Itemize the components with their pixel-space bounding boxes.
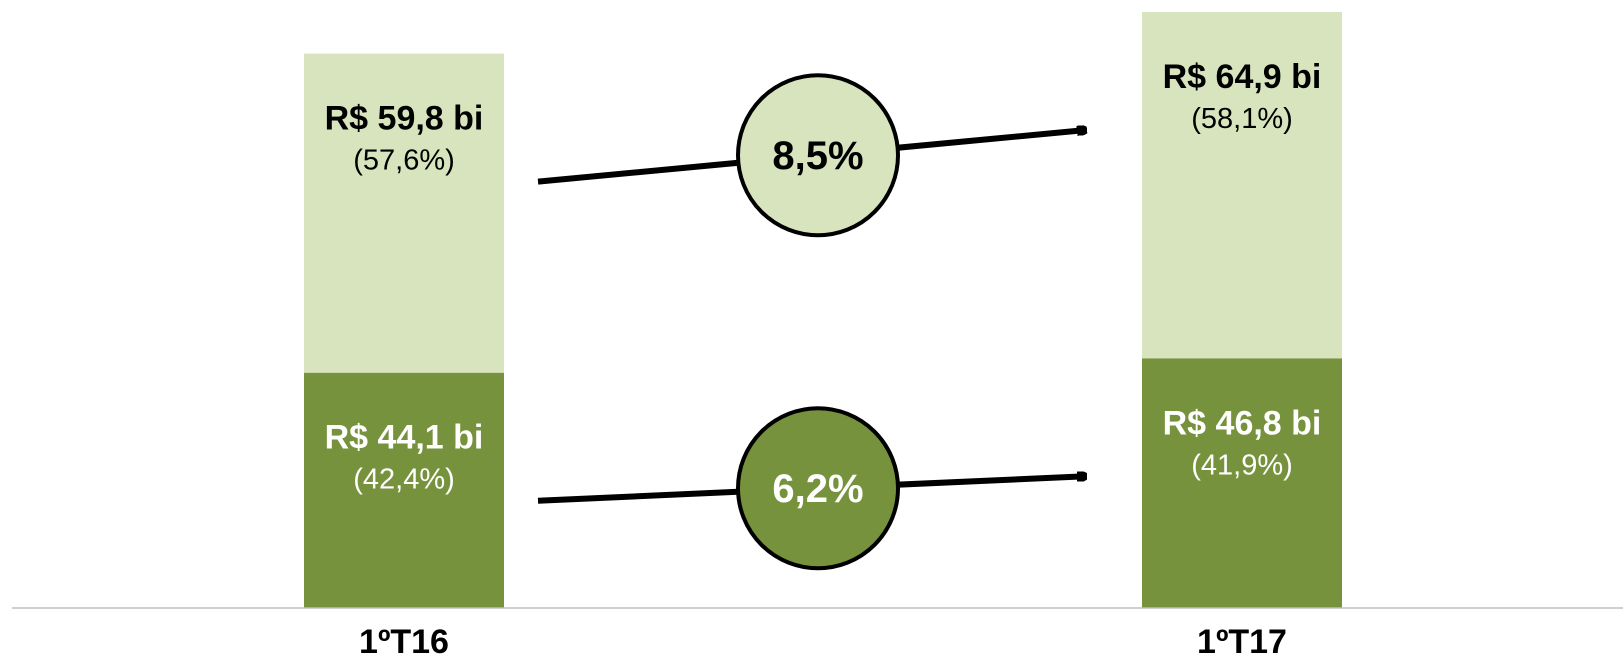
category-label: 1ºT17 bbox=[1197, 623, 1287, 661]
bar-segment-lower-2 bbox=[1142, 358, 1342, 608]
bar-segment-upper-2 bbox=[1142, 12, 1342, 359]
growth-circle bbox=[736, 73, 900, 238]
bar-value-label: R$ 59,8 bi bbox=[325, 100, 484, 138]
bar-share-label: (41,9%) bbox=[1191, 449, 1293, 481]
bar-value-label: R$ 64,9 bi bbox=[1163, 58, 1322, 96]
growth-label: 6,2% bbox=[772, 467, 863, 511]
growth-circle bbox=[736, 406, 900, 571]
bar-share-label: (42,4%) bbox=[353, 464, 455, 496]
bar-segment-upper-1 bbox=[304, 53, 504, 373]
bar-share-label: (58,1%) bbox=[1191, 103, 1293, 135]
bar-value-label: R$ 44,1 bi bbox=[325, 419, 484, 457]
bar-share-label: (57,6%) bbox=[353, 145, 455, 177]
bar-segment-lower-1 bbox=[304, 372, 504, 608]
bar-value-label: R$ 46,8 bi bbox=[1163, 404, 1322, 442]
growth-label: 8,5% bbox=[772, 134, 863, 178]
category-label: 1ºT16 bbox=[359, 623, 449, 661]
